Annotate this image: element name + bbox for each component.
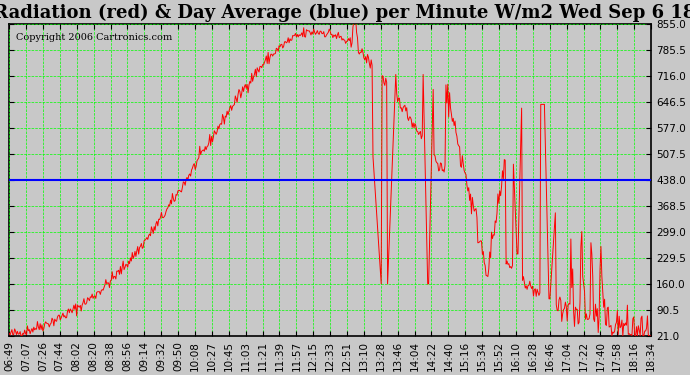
Title: Solar Radiation (red) & Day Average (blue) per Minute W/m2 Wed Sep 6 18:46: Solar Radiation (red) & Day Average (blu… xyxy=(0,4,690,22)
Text: Copyright 2006 Cartronics.com: Copyright 2006 Cartronics.com xyxy=(16,33,172,42)
